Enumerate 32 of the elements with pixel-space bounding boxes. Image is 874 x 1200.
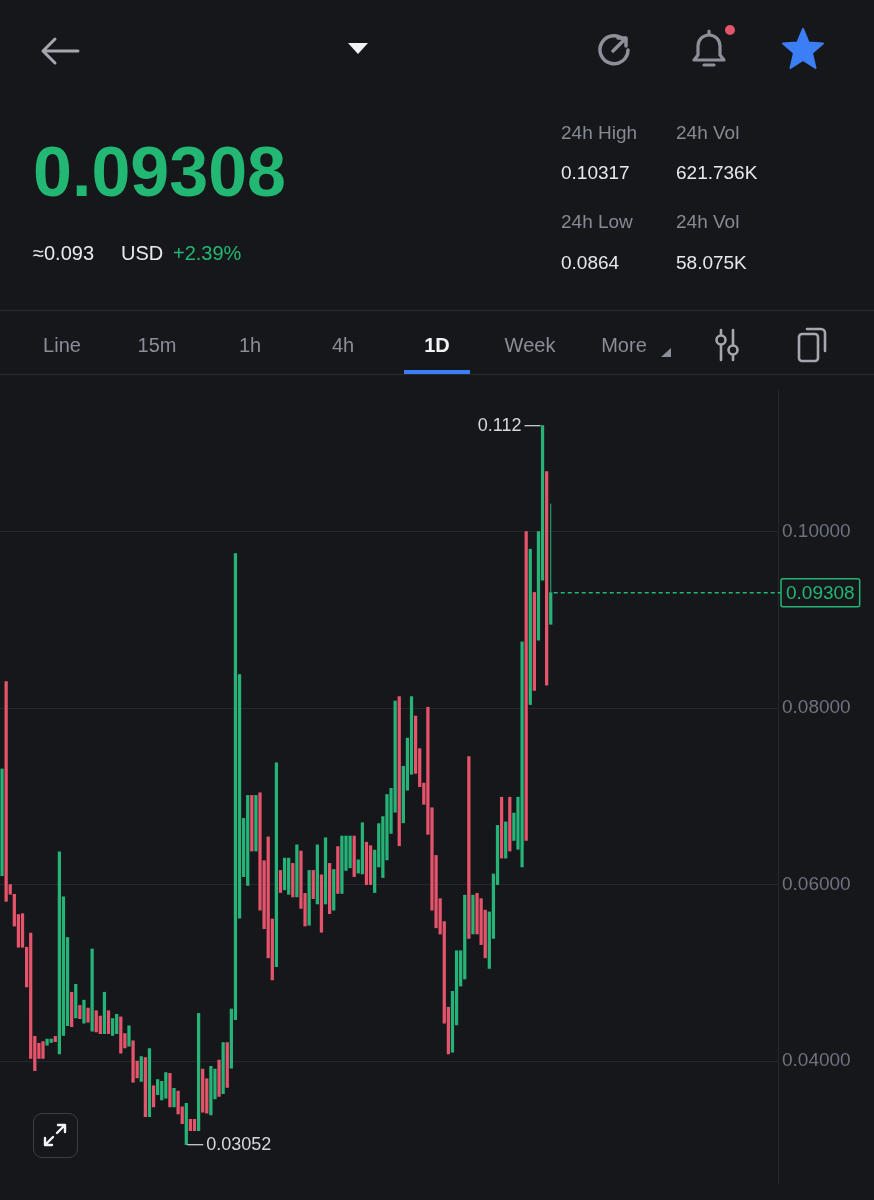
text: 1h [238,334,262,356]
ref-line-label: 0.09308 [786,581,855,603]
y-tick-label: 0.04000 [782,1049,851,1071]
text: 1D [424,334,450,356]
text: 0.09308 [33,132,287,211]
text: 24h Vol [676,210,740,233]
candlestick [94,1010,98,1033]
candlestick [106,1010,111,1035]
text: 0.10317 [561,161,630,184]
text: 15m [137,334,177,356]
text: 24h High [561,121,638,144]
candlestick [151,1085,156,1108]
y-tick-label: 0.06000 [782,872,851,894]
candlestick [115,1013,119,1035]
annotation: 0.03052 [206,1133,272,1154]
text: 24h Low [561,210,633,233]
text: 24h Vol [676,121,740,144]
candlestick [172,1088,176,1108]
text: 4h [331,334,355,356]
text: Week [504,334,556,356]
text: 621.736K [676,161,758,184]
text: Line [43,334,81,356]
text: More [601,334,647,356]
text: 0.0864 [561,251,620,274]
text: +2.39% [173,242,242,264]
text: USD [121,242,164,264]
candlestick [278,869,283,894]
y-tick-label: 0.08000 [782,696,851,718]
text: ≈0.093 [33,242,95,264]
text: 58.075K [676,251,747,274]
y-tick-label: 0.10000 [782,519,851,541]
annotation: 0.112 [477,414,522,435]
